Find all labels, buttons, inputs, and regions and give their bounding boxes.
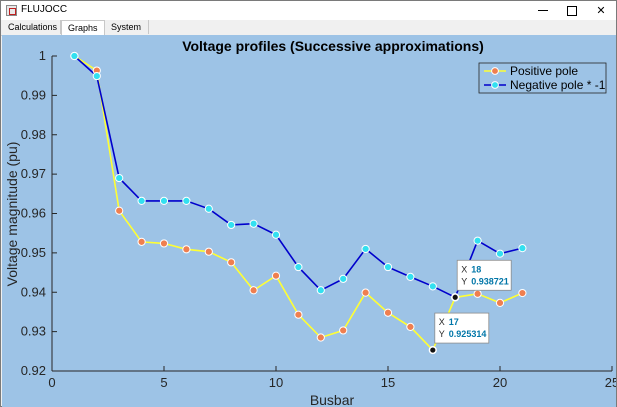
positive-pole-point[interactable] [182,245,191,254]
negative-pole-point[interactable] [473,236,482,245]
positive-pole-point[interactable] [137,237,146,246]
positive-pole-point[interactable] [204,247,213,256]
negative-pole-line [73,55,523,299]
datatip-box [434,312,490,344]
y-tick-label: 1 [39,48,46,63]
legend-label-positive-pole: Positive pole [510,64,578,78]
chart-title: Voltage profiles (Successive approximati… [182,38,484,54]
positive-pole-point[interactable] [361,288,370,297]
datatip-y-value: 0.938721 [471,276,509,286]
x-tick-label: 20 [493,375,507,390]
y-tick-label: 0.93 [21,324,46,339]
negative-pole-point[interactable] [182,196,191,205]
tab-bar: Calculations Graphs System [1,20,616,36]
window-title: FLUJOCC [21,4,68,15]
datatip-marker[interactable] [428,346,437,354]
legend-label-negative-pole: Negative pole * -1 [510,78,606,92]
positive-pole-point[interactable] [316,333,325,342]
negative-pole-point[interactable] [92,71,101,81]
negative-pole-point[interactable] [316,286,325,295]
x-tick-label: 5 [160,375,167,390]
negative-pole-point[interactable] [495,249,505,258]
negative-pole-point[interactable] [294,262,303,272]
y-tick-label: 0.95 [21,245,46,260]
x-tick-label: 0 [48,375,55,390]
datatip-x-value: 18 [471,264,481,274]
negative-pole-point[interactable] [159,196,169,205]
negative-pole-point[interactable] [70,51,79,61]
positive-pole-point[interactable] [406,322,415,331]
positive-pole-point[interactable] [115,206,124,215]
x-tick-label: 25 [605,375,616,390]
negative-pole-point[interactable] [227,220,236,230]
datatip-y-value: 0.925314 [449,329,487,339]
negative-pole-point[interactable] [249,219,258,228]
positive-pole-point[interactable] [339,326,348,335]
y-tick-label: 0.97 [21,166,46,181]
negative-pole-point[interactable] [406,272,415,281]
maximize-icon [567,5,577,16]
datatip-x-value: 17 [449,317,459,327]
negative-pole-point[interactable] [383,262,393,272]
positive-pole-point[interactable] [383,308,393,317]
title-bar: FLUJOCC ✕ [1,1,616,20]
datatip-y-label: Y [439,329,445,339]
minimize-icon [538,10,548,11]
y-axis-label: Voltage magnitude (pu) [4,142,20,287]
positive-pole-point[interactable] [227,258,236,267]
graph-panel: Voltage profiles (Successive approximati… [2,35,616,407]
negative-pole-point[interactable] [204,204,213,213]
positive-pole-point[interactable] [271,271,281,280]
legend-box [478,62,607,94]
minimize-button[interactable] [529,1,557,20]
y-tick-label: 0.99 [21,87,46,102]
datatip-x-label: X [461,264,467,274]
negative-pole-point[interactable] [518,244,527,253]
y-tick-label: 0.98 [21,127,46,142]
positive-pole-point[interactable] [294,310,303,319]
negative-pole-point[interactable] [339,274,348,283]
datatip-marker[interactable] [451,293,460,302]
positive-pole-point[interactable] [518,288,527,298]
negative-pole-point[interactable] [115,173,124,183]
positive-pole-point[interactable] [473,289,482,298]
app-icon [6,5,17,16]
positive-pole-point[interactable] [159,239,169,248]
datatip-x-label: X [439,317,445,327]
legend-marker-negative-pole [491,81,499,89]
positive-pole-point[interactable] [495,298,505,307]
y-tick-label: 0.96 [21,206,46,221]
x-tick-label: 15 [381,375,395,390]
voltage-chart: Voltage profiles (Successive approximati… [4,38,616,407]
legend-marker-positive-pole [491,67,499,75]
y-tick-label: 0.92 [21,363,46,378]
positive-pole-point[interactable] [249,286,258,295]
negative-pole-point[interactable] [428,282,437,291]
negative-pole-point[interactable] [271,230,281,239]
y-tick-label: 0.94 [21,284,46,299]
tab-calculations[interactable]: Calculations [2,20,61,34]
close-icon: ✕ [596,5,606,17]
datatip-box [456,259,512,291]
tab-graphs[interactable]: Graphs [61,20,105,35]
maximize-button[interactable] [558,1,586,20]
x-axis-label: Busbar [310,392,355,407]
datatip-y-label: Y [461,276,467,286]
negative-pole-point[interactable] [137,196,146,205]
negative-pole-point[interactable] [361,244,370,254]
x-tick-label: 10 [269,375,283,390]
close-button[interactable]: ✕ [587,1,615,20]
tab-system[interactable]: System [105,20,149,34]
